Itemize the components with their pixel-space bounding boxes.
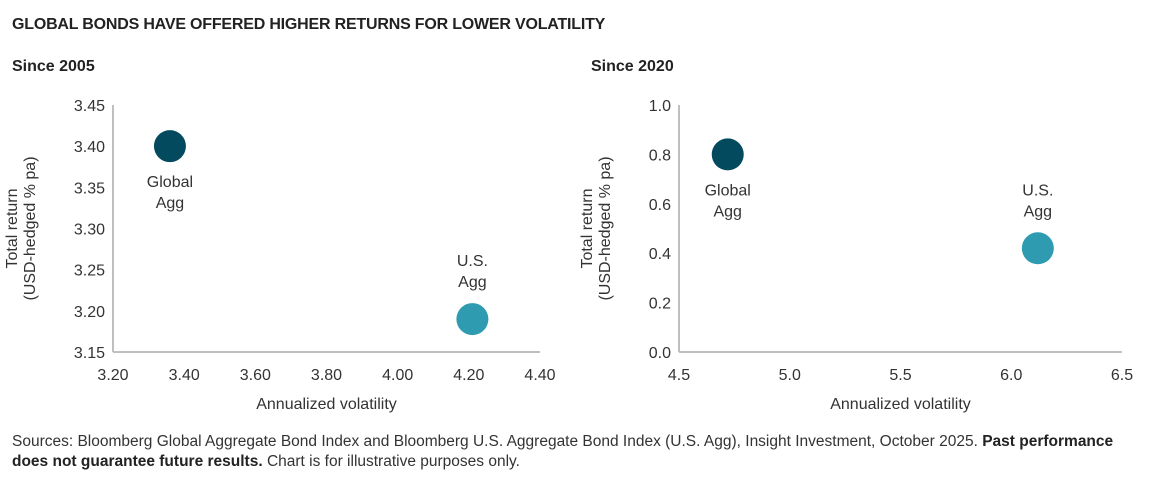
point-label: Global	[705, 182, 751, 199]
point-label: Agg	[713, 203, 741, 220]
y-axis-title: (USD-hedged % pa)	[22, 156, 39, 300]
chart-1-subtitle: Since 2005	[12, 58, 95, 75]
y-tick-label: 0.2	[649, 296, 671, 313]
point-label: U.S.	[457, 253, 488, 270]
data-point	[153, 130, 186, 163]
point-label: Agg	[1024, 203, 1052, 220]
data-point	[456, 303, 489, 336]
x-tick-label: 5.5	[889, 367, 911, 384]
x-tick-label: 5.0	[779, 367, 801, 384]
x-axis-title: Annualized volatility	[256, 396, 397, 413]
source-tail: Chart is for illustrative purposes only.	[262, 453, 520, 470]
point-label: Agg	[156, 195, 184, 212]
x-tick-label: 4.40	[524, 367, 555, 384]
x-axis-title: Annualized volatility	[830, 396, 971, 413]
y-axis-title: Total return	[4, 188, 21, 268]
data-point	[1021, 232, 1054, 265]
disclaimer: Past performance does not guarantee futu…	[12, 433, 1114, 470]
y-axis-title: (USD-hedged % pa)	[597, 156, 614, 300]
x-tick-label: 3.20	[97, 367, 128, 384]
y-tick-label: 3.15	[74, 345, 105, 362]
y-tick-label: 0.0	[649, 345, 671, 362]
y-tick-label: 3.25	[74, 263, 105, 280]
figure-title: GLOBAL BONDS HAVE OFFERED HIGHER RETURNS…	[12, 16, 606, 33]
y-tick-label: 3.20	[74, 304, 105, 321]
x-tick-label: 6.5	[1111, 367, 1133, 384]
point-label: Agg	[458, 274, 486, 291]
source-note: Sources: Bloomberg Global Aggregate Bond…	[12, 432, 1142, 472]
y-axis-title: Total return	[579, 188, 596, 268]
point-label: Global	[147, 174, 193, 191]
x-tick-label: 3.40	[169, 367, 200, 384]
x-tick-label: 3.60	[240, 367, 271, 384]
y-tick-label: 3.45	[74, 98, 105, 115]
x-tick-label: 3.80	[311, 367, 342, 384]
x-tick-label: 4.00	[382, 367, 413, 384]
point-label: U.S.	[1022, 182, 1053, 199]
x-tick-label: 4.5	[668, 367, 690, 384]
x-tick-label: 6.0	[1000, 367, 1022, 384]
y-tick-label: 3.40	[74, 139, 105, 156]
y-tick-label: 0.8	[649, 147, 671, 164]
y-tick-label: 0.6	[649, 197, 671, 214]
scatter-plots: 3.20 3.40 3.60 3.80 4.00 4.20 4.40 3.15 3.20 3.25…	[4, 98, 1133, 413]
y-tick-label: 1.0	[649, 98, 671, 115]
source-text: Sources: Bloomberg Global Aggregate Bond…	[12, 433, 983, 450]
x-tick-label: 4.20	[453, 367, 484, 384]
y-tick-label: 3.30	[74, 222, 105, 239]
chart-2-subtitle: Since 2020	[591, 58, 674, 75]
y-tick-label: 0.4	[649, 246, 671, 263]
data-point	[711, 138, 744, 171]
y-tick-label: 3.35	[74, 180, 105, 197]
